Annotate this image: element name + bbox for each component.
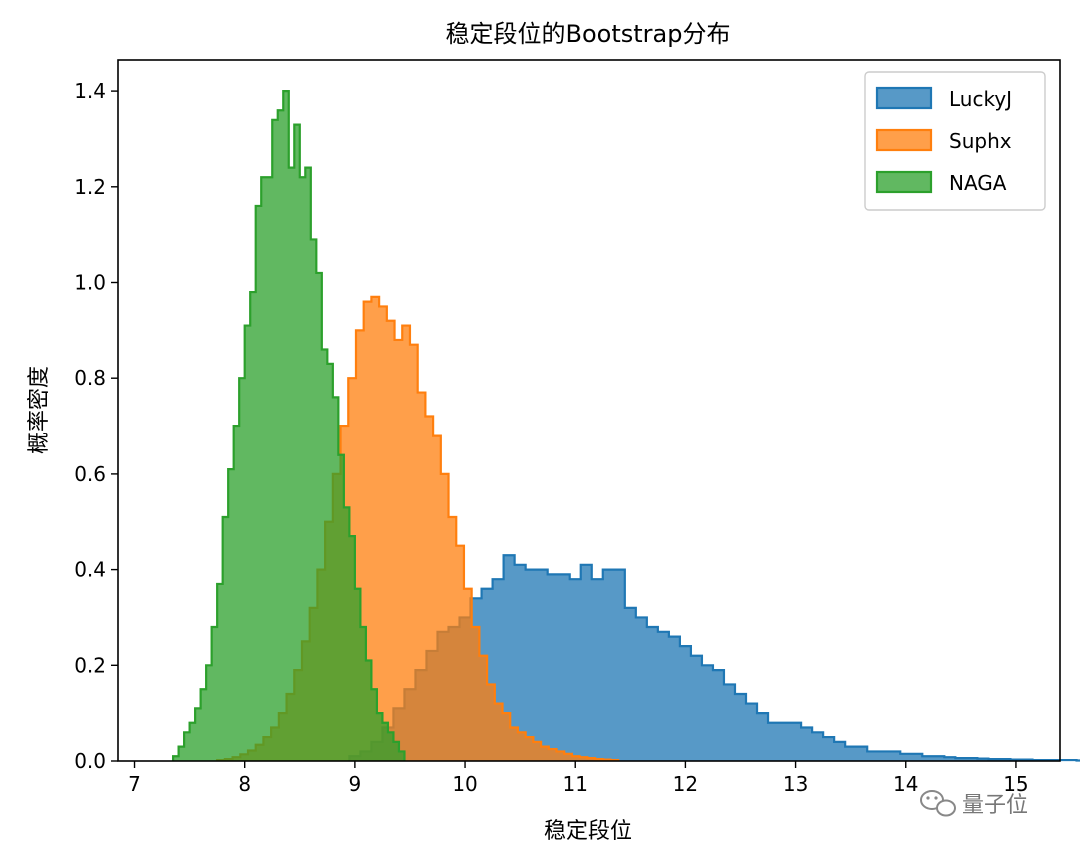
series-naga [171,90,406,762]
legend-label: Suphx [949,129,1012,153]
x-tick-label: 7 [128,772,141,796]
legend: LuckyJ Suphx NAGA [864,71,1046,211]
legend-label: LuckyJ [949,87,1012,111]
y-tick-label: 0.0 [74,749,106,773]
x-tick-label: 14 [893,772,918,796]
legend-swatch [875,128,933,152]
axes: 7 8 9 10 11 12 13 14 15 0.0 0.2 0.4 0.6 0.8 1.0 1.2 1.4 [74,59,1061,796]
legend-item-luckyj: LuckyJ [875,86,1012,111]
x-tick-label: 9 [349,772,362,796]
legend-swatch [875,170,933,194]
y-tick-label: 1.2 [74,175,106,199]
watermark: 量子位 [920,790,1028,818]
chart-title: 稳定段位的Bootstrap分布 [446,20,731,48]
y-tick-label: 1.4 [74,79,106,103]
watermark-label: 量子位 [962,793,1028,818]
legend-item-suphx: Suphx [875,128,1012,153]
x-tick-label: 13 [783,772,808,796]
y-tick-label: 0.2 [74,653,106,677]
x-tick-label: 15 [1003,772,1028,796]
legend-swatch [875,86,933,110]
y-tick-label: 0.4 [74,558,106,582]
plot-frame [117,59,1061,762]
histogram-area [349,555,1080,761]
legend-item-naga: NAGA [875,170,1007,195]
legend-label: NAGA [949,171,1007,195]
x-tick-label: 8 [238,772,251,796]
x-tick-label: 11 [563,772,588,796]
histogram-outline [171,90,406,761]
y-axis-label: 概率密度 [27,366,52,454]
y-tick-label: 1.0 [74,271,106,295]
x-tick-label: 10 [452,772,477,796]
wechat-icon [920,790,956,817]
x-tick-label: 12 [673,772,698,796]
histogram-area [173,91,405,762]
plot-area [171,90,1080,762]
x-axis-label: 稳定段位 [544,819,632,844]
y-tick-label: 0.8 [74,366,106,390]
y-tick-label: 0.6 [74,462,106,486]
